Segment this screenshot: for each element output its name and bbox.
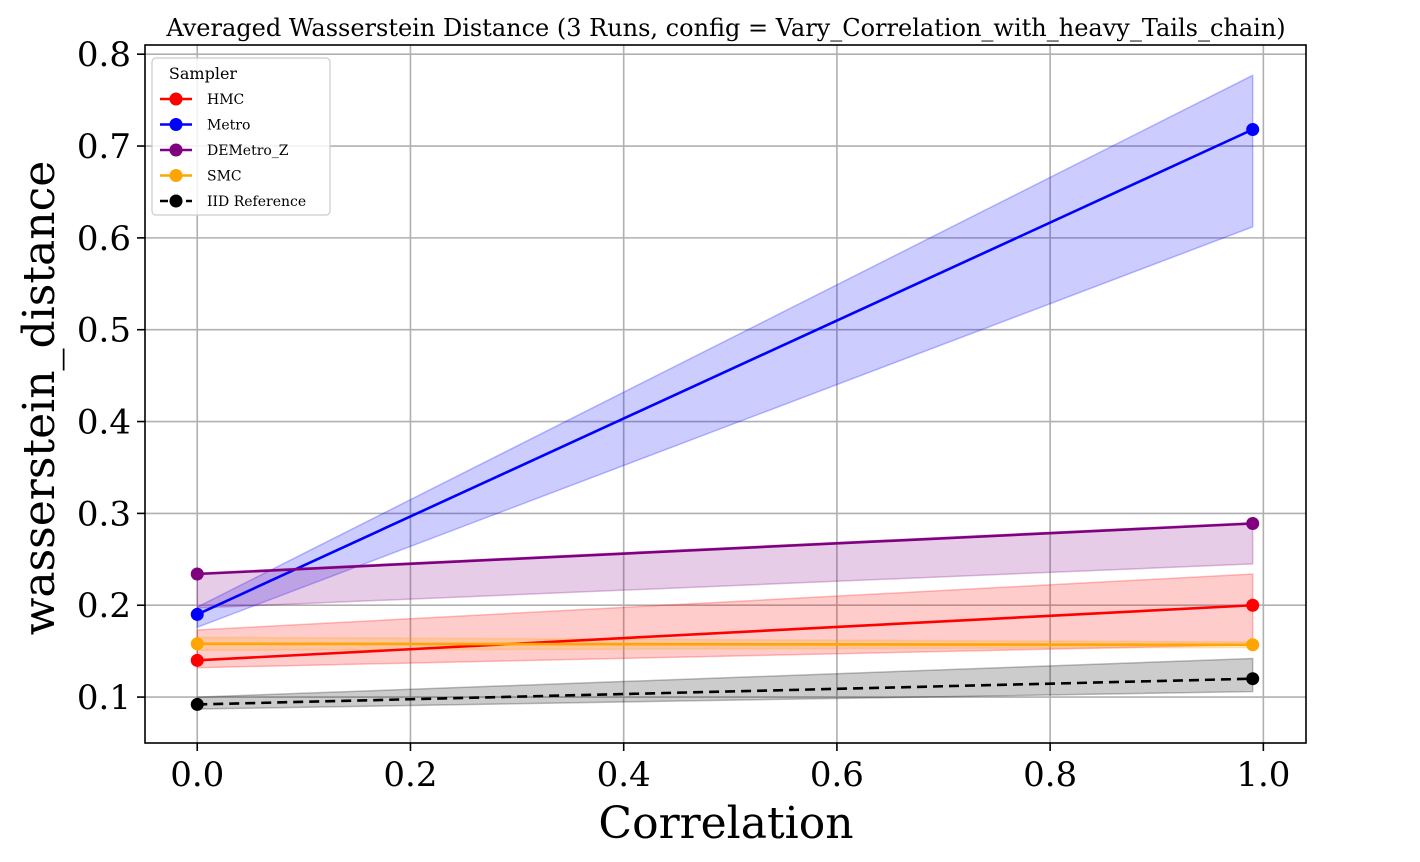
series-line	[197, 603, 1253, 662]
legend-marker	[169, 92, 183, 106]
x-tick-label: 0.6	[810, 755, 864, 795]
y-tick-label: 0.8	[77, 35, 131, 75]
y-tick-label: 0.7	[77, 127, 131, 167]
y-tick-label: 0.1	[77, 678, 131, 718]
legend: Sampler HMC Metro DEMetro_Z SMC IID Reference	[151, 57, 331, 216]
x-tick-label: 0.0	[170, 755, 224, 795]
y-axis-label: wasserstein_distance	[14, 161, 65, 636]
legend-label: Metro	[207, 118, 250, 134]
data-point	[1246, 122, 1260, 136]
legend-label: IID Reference	[207, 194, 306, 210]
data-point	[190, 607, 204, 621]
legend-marker	[169, 194, 183, 208]
legend-box	[151, 57, 331, 216]
series-line	[197, 642, 1253, 647]
x-axis-label: Correlation	[598, 798, 853, 849]
legend-label: HMC	[207, 92, 244, 108]
legend-label: DEMetro_Z	[207, 143, 289, 159]
x-tick-label: 0.2	[383, 755, 437, 795]
data-point	[190, 697, 204, 711]
data-point	[1246, 638, 1260, 652]
x-tick-label: 0.8	[1023, 755, 1077, 795]
data-point	[1246, 672, 1260, 686]
x-tick-label: 0.4	[597, 755, 651, 795]
series-points	[190, 122, 1260, 711]
y-tick-label: 0.5	[77, 311, 131, 351]
legend-marker	[169, 118, 183, 131]
y-tick-label: 0.3	[77, 494, 131, 534]
data-point	[1246, 516, 1260, 530]
grid	[145, 45, 1306, 743]
x-tick-label: 1.0	[1236, 755, 1290, 795]
legend-title: Sampler	[169, 64, 238, 83]
data-point	[190, 567, 204, 581]
y-tick-label: 0.4	[77, 403, 131, 443]
x-ticks: 0.0 0.2 0.4 0.6 0.8 1.0	[170, 743, 1290, 795]
y-ticks: 0.1 0.2 0.3 0.4 0.5 0.6 0.7 0.8	[77, 35, 145, 718]
chart-title: Averaged Wasserstein Distance (3 Runs, c…	[165, 14, 1285, 42]
legend-marker	[169, 169, 183, 182]
legend-label: SMC	[207, 169, 242, 185]
series-line	[196, 128, 1254, 616]
y-tick-label: 0.6	[77, 219, 131, 259]
plot-frame	[144, 44, 1307, 744]
legend-marker	[169, 143, 183, 157]
series-lines	[196, 128, 1254, 706]
y-tick-label: 0.2	[77, 586, 131, 626]
data-point	[190, 653, 204, 667]
data-point	[190, 637, 204, 651]
series-line	[197, 522, 1253, 576]
data-point	[1246, 598, 1260, 612]
